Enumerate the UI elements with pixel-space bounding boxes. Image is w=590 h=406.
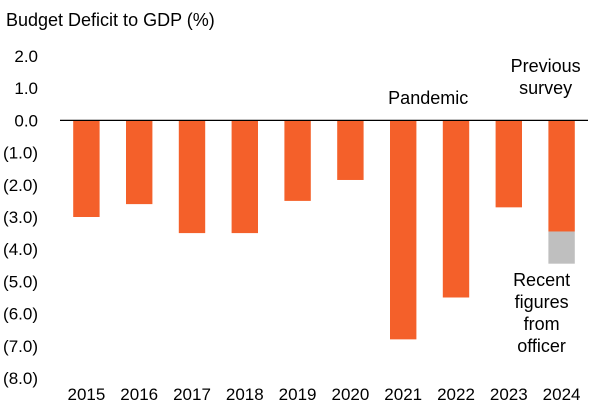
- bar-2022: [442, 120, 470, 298]
- chart-title: Budget Deficit to GDP (%): [6, 10, 215, 30]
- bar-2018: [231, 120, 258, 234]
- x-tick-label: 2021: [384, 385, 422, 404]
- annotation-line: officer: [517, 336, 566, 356]
- x-tick-label: 2024: [543, 385, 581, 404]
- y-tick-label: (3.0): [3, 208, 38, 227]
- y-tick-label: (7.0): [3, 337, 38, 356]
- y-tick-label: 0.0: [14, 111, 38, 130]
- x-tick-label: 2015: [67, 385, 105, 404]
- bar-2016: [126, 120, 153, 205]
- x-tick-label: 2022: [437, 385, 475, 404]
- bar-2024: [548, 120, 575, 232]
- x-tick-label: 2017: [173, 385, 211, 404]
- y-tick-label: 1.0: [14, 79, 38, 98]
- x-tick-label: 2016: [120, 385, 158, 404]
- recent-figures-annotation: Recent figures from officer: [513, 270, 570, 356]
- bars: [73, 120, 575, 340]
- x-tick-label: 2020: [331, 385, 369, 404]
- y-tick-label: (4.0): [3, 240, 38, 259]
- previous-survey-annotation: Previous survey: [511, 56, 581, 98]
- annotation-line: survey: [519, 78, 572, 98]
- annotation-line: Recent: [513, 270, 570, 290]
- y-tick-label: (6.0): [3, 305, 38, 324]
- y-tick-label: (2.0): [3, 176, 38, 195]
- y-tick-label: (5.0): [3, 272, 38, 291]
- bar-2021: [390, 120, 417, 340]
- x-axis: 2015 2016 2017 2018 2019 2020 2021 2022 2023 2024: [67, 385, 580, 404]
- annotation-line: figures: [515, 292, 569, 312]
- x-tick-label: 2018: [226, 385, 264, 404]
- annotation-line: Previous: [511, 56, 581, 76]
- y-tick-label: 2.0: [14, 47, 38, 66]
- bar-2019: [284, 120, 311, 201]
- bar-2015: [73, 120, 100, 217]
- bar-2020: [337, 120, 364, 180]
- x-tick-label: 2023: [490, 385, 528, 404]
- x-tick-label: 2019: [279, 385, 317, 404]
- pandemic-annotation: Pandemic: [388, 88, 468, 108]
- bar-overlay-2024: [548, 231, 575, 264]
- y-tick-label: (8.0): [3, 369, 38, 388]
- y-axis: 2.0 1.0 0.0 (1.0) (2.0) (3.0) (4.0) (5.0) (6.0) (…: [3, 47, 38, 388]
- bar-2023: [495, 120, 522, 208]
- y-tick-label: (1.0): [3, 144, 38, 163]
- bar-2017: [178, 120, 206, 234]
- annotations: Pandemic Previous survey Recent figures fro…: [388, 56, 580, 356]
- annotation-line: from: [524, 314, 560, 334]
